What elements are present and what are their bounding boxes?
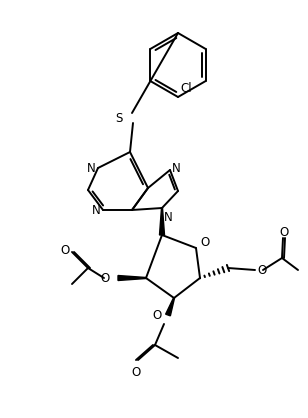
Text: O: O [153, 309, 162, 322]
Text: O: O [200, 237, 209, 250]
Polygon shape [166, 298, 174, 316]
Text: O: O [132, 366, 141, 379]
Text: N: N [92, 204, 101, 217]
Text: O: O [61, 244, 70, 257]
Text: S: S [116, 112, 123, 125]
Text: O: O [257, 263, 266, 276]
Text: N: N [164, 211, 173, 224]
Text: N: N [172, 161, 181, 174]
Text: Cl: Cl [180, 82, 192, 95]
Polygon shape [118, 275, 146, 280]
Polygon shape [160, 208, 164, 235]
Text: N: N [87, 161, 96, 174]
Text: O: O [101, 272, 110, 285]
Text: O: O [279, 225, 289, 239]
